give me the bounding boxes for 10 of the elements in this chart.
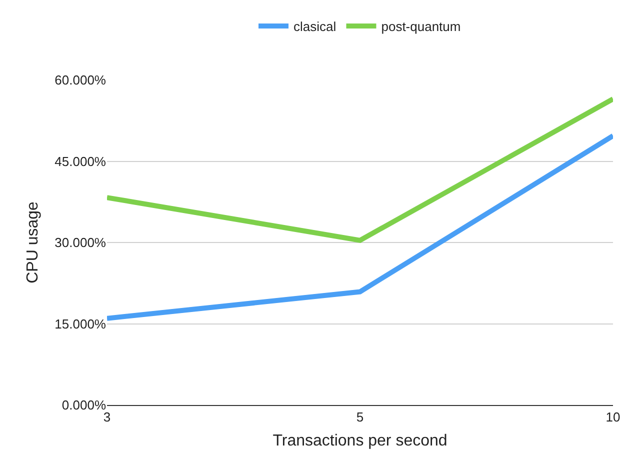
y-tick-label: 15.000% bbox=[54, 316, 106, 332]
x-axis-title: Transactions per second bbox=[272, 432, 448, 450]
legend-label: clasical bbox=[294, 19, 336, 34]
y-tick-label: 60.000% bbox=[54, 72, 106, 88]
legend-label: post-quantum bbox=[381, 19, 461, 34]
x-tick-label: 5 bbox=[356, 410, 364, 425]
y-tick-label: 30.000% bbox=[54, 235, 106, 250]
y-axis-title: CPU usage bbox=[24, 201, 42, 284]
x-tick-label: 10 bbox=[606, 410, 620, 425]
y-tick-label: 45.000% bbox=[54, 154, 106, 169]
